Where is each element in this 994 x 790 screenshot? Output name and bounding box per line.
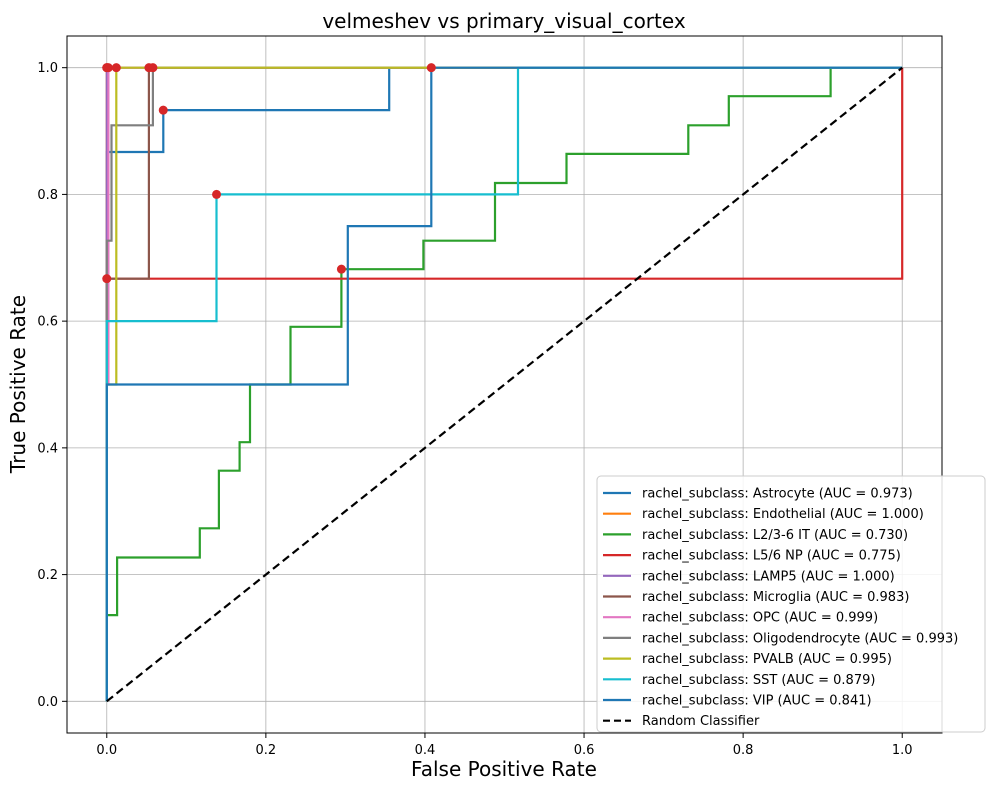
legend-box — [596, 475, 986, 733]
x-axis-label: False Positive Rate — [411, 757, 597, 781]
y-tick-label: 0.6 — [37, 315, 58, 330]
threshold-markers — [102, 63, 436, 284]
y-tick-label: 0.0 — [37, 695, 58, 710]
y-tick-label: 1.0 — [37, 61, 58, 76]
legend: rachel_subclass: Astrocyte (AUC = 0.973)… — [596, 475, 986, 733]
y-axis-ticks: 0.0 0.2 0.4 0.6 0.8 1.0 — [37, 61, 67, 710]
optimal-threshold-marker — [103, 63, 113, 73]
x-tick-label: 1.0 — [892, 743, 913, 758]
y-tick-label: 0.2 — [37, 568, 58, 583]
x-tick-label: 0.8 — [733, 743, 754, 758]
chart-title: velmeshev vs primary_visual_cortex — [322, 9, 686, 33]
x-tick-label: 0.2 — [256, 743, 277, 758]
optimal-threshold-marker — [426, 63, 436, 73]
plot-frame — [66, 35, 943, 734]
legend-entry-label: rachel_subclass: Astrocyte (AUC = 0.973) — [642, 487, 913, 502]
optimal-threshold-marker — [336, 264, 346, 274]
x-tick-label: 0.0 — [96, 743, 117, 758]
x-axis-ticks: 0.0 0.2 0.4 0.6 0.8 1.0 — [96, 733, 913, 758]
legend-entry-label: rachel_subclass: PVALB (AUC = 0.995) — [642, 652, 892, 667]
optimal-threshold-marker — [102, 274, 112, 284]
legend-entry-label: rachel_subclass: Oligodendrocyte (AUC = … — [642, 631, 958, 646]
y-tick-label: 0.4 — [37, 441, 58, 456]
legend-entry-label: rachel_subclass: Endothelial (AUC = 1.00… — [642, 507, 924, 522]
legend-entry-label: rachel_subclass: SST (AUC = 0.879) — [642, 673, 875, 688]
legend-entry-label: rachel_subclass: LAMP5 (AUC = 1.000) — [642, 569, 895, 584]
series-lines — [105, 66, 904, 703]
random-classifier-line — [106, 66, 903, 703]
optimal-threshold-marker — [111, 63, 121, 73]
legend-entry-label: rachel_subclass: Microglia (AUC = 0.983) — [642, 590, 909, 605]
legend-entry-label: rachel_subclass: L2/3-6 IT (AUC = 0.730) — [642, 528, 908, 543]
legend-entry-label: rachel_subclass: VIP (AUC = 0.841) — [642, 694, 872, 709]
legend-entry-label: Random Classifier — [642, 714, 760, 729]
optimal-threshold-marker — [212, 189, 222, 199]
roc-curve-series-3 — [105, 66, 903, 702]
y-tick-label: 0.8 — [37, 188, 58, 203]
legend-entry-label: rachel_subclass: L5/6 NP (AUC = 0.775) — [642, 549, 901, 564]
optimal-threshold-marker — [148, 63, 158, 73]
y-axis-label: True Positive Rate — [6, 295, 30, 474]
legend-entry-label: rachel_subclass: OPC (AUC = 0.999) — [642, 611, 878, 626]
x-tick-label: 0.6 — [574, 743, 595, 758]
x-tick-label: 0.4 — [415, 743, 436, 758]
optimal-threshold-marker — [158, 105, 168, 115]
